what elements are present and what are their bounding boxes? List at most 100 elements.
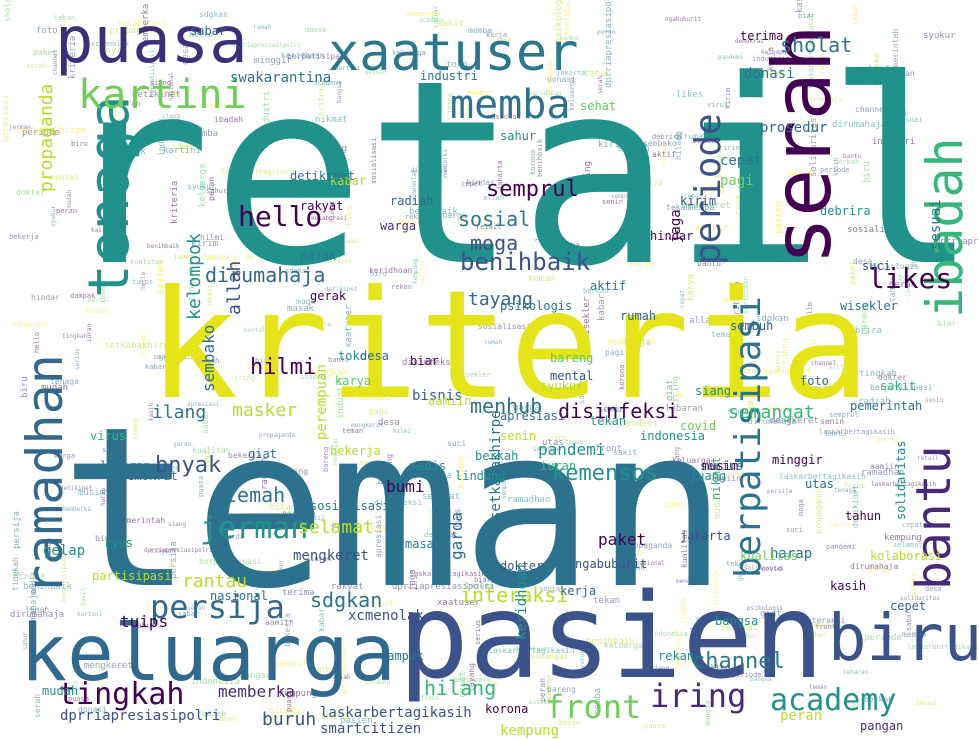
filler-word: karya [686, 274, 696, 301]
filler-word: toko [446, 60, 468, 70]
word-demokrat: demokrat [120, 469, 178, 483]
filler-word: hello [189, 30, 213, 39]
word-front: front [545, 688, 641, 726]
word-tuips: tuips [120, 612, 168, 631]
word-memberka: memberka [218, 682, 295, 701]
filler-word: hello [33, 332, 41, 353]
filler-word: puasa [285, 691, 293, 712]
filler-word: debrira [97, 655, 107, 693]
word-bisnis: bisnis [412, 388, 463, 404]
filler-word: moga [296, 297, 315, 306]
filler-word: sholat [3, 0, 12, 22]
word-sabar: sabar [190, 24, 226, 38]
filler-word: iring [707, 257, 725, 264]
word-bantu: bantu [906, 446, 962, 591]
word-tekan: tekan [590, 414, 626, 428]
filler-word: keluarga [604, 641, 643, 650]
word-kelompok: kelompok [184, 233, 205, 320]
filler-word: kabar [145, 363, 166, 371]
filler-word: retail [917, 455, 939, 462]
filler-word: semprul [695, 615, 725, 623]
word-gelap: gelap [43, 543, 85, 559]
word-persija: persija [150, 588, 285, 626]
word-serah: serah [756, 24, 849, 265]
word-keridhoan: keridhoan [514, 564, 530, 640]
filler-word: apresiasi [374, 514, 383, 558]
word-hello: hello [238, 200, 322, 233]
filler-word: ilang [162, 113, 180, 120]
word-kerja: kerja [560, 584, 596, 598]
filler-word: kirim [191, 239, 218, 249]
filler-word: tuips [132, 278, 153, 286]
word-toko: toko [338, 349, 367, 363]
filler-word: indonesia [191, 677, 240, 687]
filler-word: laskarbertagikasih [907, 643, 979, 651]
filler-word: senin [598, 405, 625, 415]
filler-word: cepet [461, 180, 482, 188]
filler-word: minggir [269, 706, 308, 716]
word-lemah: lemah [225, 483, 285, 507]
filler-word: memba [688, 203, 715, 213]
word-pemerintah: pemerintah [850, 399, 922, 413]
word-dirumahaja: dirumahaja [205, 263, 325, 287]
filler-word: iring [284, 467, 308, 476]
filler-word: sholat [884, 623, 892, 648]
filler-word: tahun [781, 338, 791, 365]
filler-word: solidaritas [809, 117, 819, 177]
filler-word: benihbaik [586, 637, 635, 647]
word-teman: teman [60, 380, 728, 638]
filler-word: laskarbertagikasih [871, 481, 936, 488]
filler-word: tekan [726, 560, 747, 568]
word-sosialisasi: sosialisasi [310, 499, 389, 513]
word-juang: juang [690, 469, 726, 483]
word-sosial: sosial [458, 207, 530, 231]
filler-word: sosial [349, 506, 358, 535]
word-radiah: radiah [390, 194, 433, 208]
cloud-words: retailtemankriteriapasienkeluargaserahpu… [16, 4, 979, 739]
filler-word: jerman [9, 124, 31, 131]
filler-word: cepat [902, 521, 923, 529]
filler-word: jerman [260, 714, 282, 721]
filler-word: hello [321, 712, 348, 722]
filler-word: hilmi [200, 233, 224, 242]
word-berpatisipasi: berpatisipasi [728, 296, 769, 578]
word-jakarta: jakarta [680, 529, 731, 543]
filler-word: kualitas [714, 139, 723, 178]
filler-word: bangsa [239, 671, 272, 681]
filler-word: sdgkan [756, 314, 789, 324]
word-minggir: minggir [772, 453, 823, 467]
filler-word: desa [925, 585, 942, 593]
filler-word: laskarbertagikasih [807, 13, 815, 89]
filler-word: siang [150, 79, 171, 87]
filler-word: utas [542, 438, 564, 448]
filler-word: biru [71, 140, 88, 148]
word-swakarantina: swakarantina [230, 70, 331, 86]
filler-word: persija [414, 471, 452, 481]
filler-word: bangsa [750, 676, 772, 683]
filler-word: front [815, 623, 836, 631]
filler-word: biru [724, 242, 743, 251]
filler-word: bantu [104, 125, 111, 143]
word-sesuai: sesuai [928, 199, 944, 250]
filler-word: kartini [77, 611, 103, 618]
word-kemensos: kemensos [552, 461, 658, 486]
filler-word: sholat [810, 338, 818, 363]
filler-word: ryus [734, 194, 744, 216]
filler-word: detikinet [132, 90, 181, 100]
filler-word: tingkah [680, 598, 687, 624]
filler-word: memba [556, 241, 580, 250]
filler-word: mengkeret [84, 661, 133, 671]
filler-word: kerja [310, 321, 331, 329]
filler-word: suci [250, 237, 257, 252]
filler-word: garda [173, 441, 191, 448]
filler-word: selamat [422, 492, 460, 502]
filler-word: ngabuburit [665, 16, 702, 23]
filler-word: dirumahaja [850, 562, 898, 571]
word-jerman: jerman [200, 511, 308, 546]
word-sembuh: sembuh [730, 319, 773, 333]
filler-word: kirim [724, 88, 732, 109]
word-allah: allah [224, 261, 245, 315]
filler-word: puasa [644, 722, 665, 730]
